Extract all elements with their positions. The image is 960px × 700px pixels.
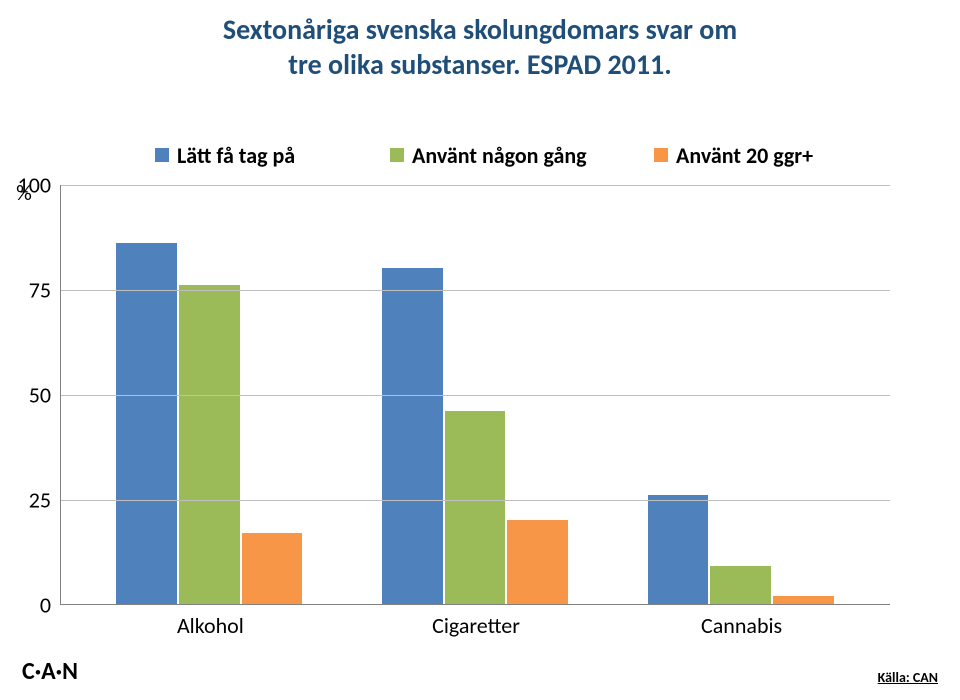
legend-label: Lätt få tag på xyxy=(177,142,295,169)
bar xyxy=(648,495,709,604)
logo-text: C·A·N xyxy=(22,657,78,686)
y-tick-label: 0 xyxy=(3,592,61,619)
legend-swatch xyxy=(654,148,668,162)
gridline xyxy=(61,395,890,396)
y-tick-label: 75 xyxy=(3,277,61,304)
gridline xyxy=(61,185,890,186)
bar xyxy=(382,268,443,604)
bar xyxy=(773,596,834,604)
legend-label: Använt någon gång xyxy=(412,142,587,169)
gridline xyxy=(61,500,890,501)
bar xyxy=(242,533,303,604)
legend-label: Använt 20 ggr+ xyxy=(676,142,813,169)
plot-area: 0255075100AlkoholCigaretterCannabis xyxy=(60,185,890,605)
legend-item: Lätt få tag på xyxy=(155,142,295,169)
bar xyxy=(710,566,771,604)
y-tick-label: 25 xyxy=(3,487,61,514)
bar xyxy=(445,411,506,604)
legend-item: Använt någon gång xyxy=(390,142,587,169)
category-label: Cigaretter xyxy=(338,604,615,639)
bar xyxy=(179,285,240,604)
category-label: Cannabis xyxy=(603,604,880,639)
page-title: Sextonåriga svenska skolungdomars svar o… xyxy=(0,12,960,82)
bar xyxy=(507,520,568,604)
legend-swatch xyxy=(155,148,169,162)
legend-swatch xyxy=(390,148,404,162)
bar xyxy=(116,243,177,604)
legend-item: Använt 20 ggr+ xyxy=(654,142,813,169)
gridline xyxy=(61,290,890,291)
category-label: Alkohol xyxy=(72,604,349,639)
chart: % Lätt få tag påAnvänt någon gångAnvänt … xyxy=(60,135,890,605)
legend: Lätt få tag på Använt någon gång Använt 20… xyxy=(60,135,890,175)
y-tick-label: 100 xyxy=(3,172,61,199)
title-line2: tre olika substanser. ESPAD 2011. xyxy=(0,47,960,82)
logo: C·A·N xyxy=(22,657,78,686)
y-tick-label: 50 xyxy=(3,382,61,409)
title-line1: Sextonåriga svenska skolungdomars svar o… xyxy=(0,12,960,47)
source-label: Källa: CAN xyxy=(878,669,938,686)
